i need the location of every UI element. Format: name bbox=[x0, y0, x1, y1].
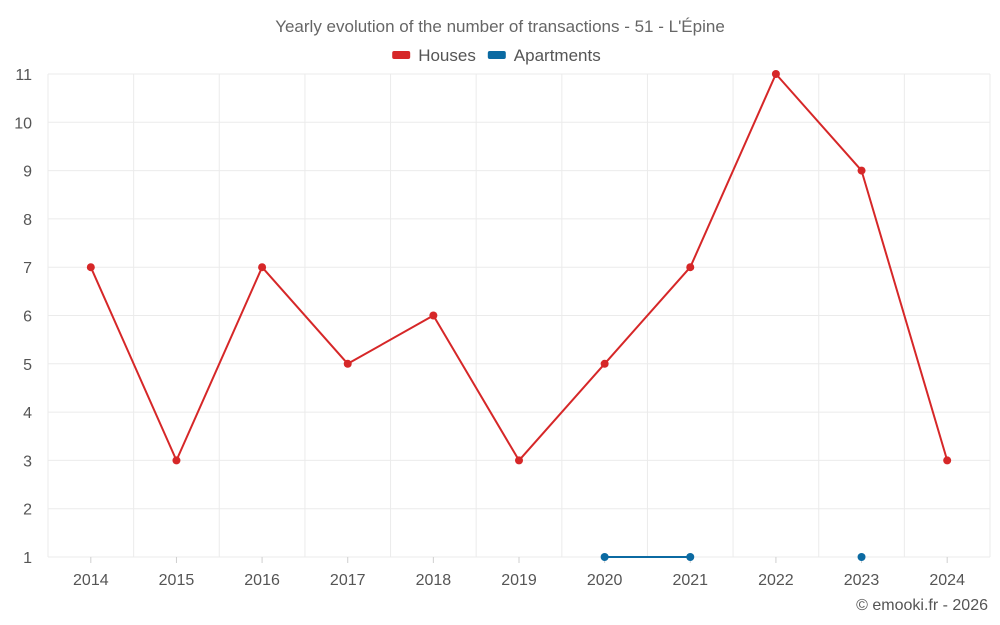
series-houses bbox=[86, 70, 952, 465]
grid-lines bbox=[47, 73, 991, 558]
data-point[interactable] bbox=[429, 311, 438, 320]
y-tick-label: 5 bbox=[23, 357, 32, 374]
x-tick-label: 2015 bbox=[159, 572, 195, 589]
data-point[interactable] bbox=[857, 553, 866, 561]
x-tick-label: 2021 bbox=[672, 572, 708, 589]
y-tick-label: 1 bbox=[23, 550, 32, 567]
data-point[interactable] bbox=[600, 553, 609, 561]
x-tick-label: 2017 bbox=[330, 572, 366, 589]
legend-item-apartments[interactable]: Apartments bbox=[487, 46, 601, 65]
data-point[interactable] bbox=[686, 263, 695, 272]
legend-swatch bbox=[487, 51, 506, 59]
y-tick-label: 9 bbox=[23, 164, 32, 181]
y-tick-label: 4 bbox=[23, 405, 32, 422]
y-tick-label: 7 bbox=[23, 260, 32, 277]
data-point[interactable] bbox=[515, 456, 523, 465]
legend: Houses Apartments bbox=[392, 46, 601, 65]
y-tick-label: 3 bbox=[23, 453, 32, 470]
data-point[interactable] bbox=[172, 456, 181, 465]
x-tick-label: 2024 bbox=[929, 572, 965, 589]
legend-label: Apartments bbox=[514, 46, 601, 65]
y-axis-ticks: 1 2 3 4 5 6 7 8 9 10 11 bbox=[14, 67, 32, 567]
x-tick-label: 2023 bbox=[844, 572, 880, 589]
data-point[interactable] bbox=[86, 263, 95, 272]
legend-item-houses[interactable]: Houses bbox=[392, 46, 476, 65]
x-axis-ticks: 2014 2015 2016 2017 2018 2019 2020 2021 2022 2023… bbox=[73, 557, 965, 589]
y-tick-label: 8 bbox=[23, 212, 32, 229]
data-point[interactable] bbox=[771, 70, 780, 78]
series-layer bbox=[86, 70, 952, 561]
data-point[interactable] bbox=[343, 359, 352, 368]
data-point[interactable] bbox=[686, 553, 695, 561]
data-point[interactable] bbox=[600, 359, 609, 368]
legend-label: Houses bbox=[418, 46, 476, 65]
legend-swatch bbox=[392, 51, 411, 59]
x-tick-label: 2016 bbox=[244, 572, 280, 589]
data-point[interactable] bbox=[943, 456, 952, 465]
chart-title: Yearly evolution of the number of transa… bbox=[275, 17, 725, 36]
y-tick-label: 2 bbox=[23, 502, 32, 519]
data-point[interactable] bbox=[857, 166, 866, 175]
credit-text: © emooki.fr - 2026 bbox=[856, 597, 988, 614]
y-tick-label: 11 bbox=[15, 67, 32, 84]
x-tick-label: 2018 bbox=[416, 572, 452, 589]
x-tick-label: 2020 bbox=[587, 572, 623, 589]
x-tick-label: 2022 bbox=[758, 572, 794, 589]
y-tick-label: 6 bbox=[23, 309, 32, 326]
data-point[interactable] bbox=[258, 263, 267, 272]
y-tick-label: 10 bbox=[14, 115, 32, 132]
x-tick-label: 2014 bbox=[73, 572, 109, 589]
series-apartments bbox=[600, 553, 866, 561]
x-tick-label: 2019 bbox=[501, 572, 537, 589]
